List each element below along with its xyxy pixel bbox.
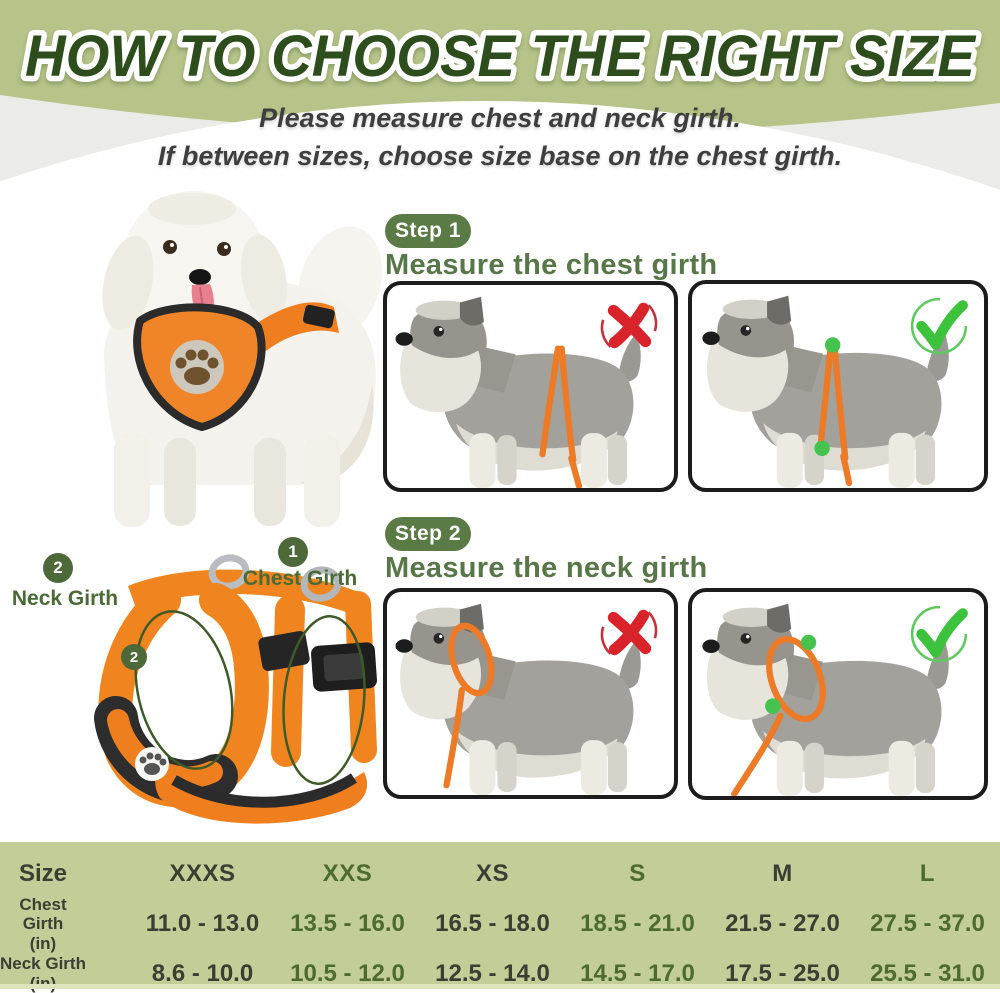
green-band xyxy=(0,0,1000,135)
table-header-size: Size xyxy=(18,859,68,887)
table-row-label-chest: Chest Girth (in) xyxy=(0,895,130,952)
paw-print-icon xyxy=(135,747,169,781)
paw-print-icon xyxy=(170,340,224,394)
measure-point-dot xyxy=(765,698,781,714)
harness-buckle-small xyxy=(258,631,310,671)
row-label-unit: (in) xyxy=(29,933,57,953)
metal-d-ring-icon xyxy=(300,566,342,602)
subtitle-line-1: Please measure chest and neck girth. xyxy=(259,103,741,133)
table-header-xxxs: XXXS xyxy=(169,860,236,887)
measure-point-dot xyxy=(800,634,817,651)
measure-point-dot xyxy=(814,440,830,457)
harness-buckle xyxy=(302,304,335,329)
harness-belly-pad xyxy=(155,770,368,824)
step1-badge: Step 1 xyxy=(385,214,471,248)
row-label-text: Neck Girth xyxy=(0,954,86,974)
neck-value-l: 25.5 - 31.0 xyxy=(870,959,985,987)
row-label-text: Chest Girth xyxy=(19,895,67,934)
green-check-icon xyxy=(910,297,968,355)
neck-value-s: 14.5 - 17.0 xyxy=(580,959,695,987)
subtitle: Please measure chest and neck girth. If … xyxy=(0,99,1000,175)
neck-value-xs: 12.5 - 14.0 xyxy=(435,959,550,987)
step2-wrong-example-card xyxy=(383,588,678,799)
callout-number-chest: 1 xyxy=(278,537,308,567)
step2-correct-example-card xyxy=(688,588,988,800)
step2-heading: Measure the neck girth xyxy=(385,552,708,584)
schnauzer-photo xyxy=(702,295,949,488)
table-header-l: L xyxy=(919,860,936,887)
size-table: Size XXXS XXS XS S M L Chest Girth (in) … xyxy=(0,842,1000,993)
neck-value-xxs: 10.5 - 12.0 xyxy=(290,959,405,987)
schnauzer-photo xyxy=(702,603,949,796)
footer-accent-strip xyxy=(0,984,1000,989)
measuring-tape-waist-wrong xyxy=(539,345,583,488)
subtitle-line-2: If between sizes, choose size base on th… xyxy=(157,141,843,171)
chest-value-l: 27.5 - 37.0 xyxy=(870,910,985,937)
table-header-xs: XS xyxy=(475,860,509,887)
callout-label-chest: Chest Girth xyxy=(242,567,358,590)
page-title: HOW TO CHOOSE THE RIGHT SIZE xyxy=(25,24,977,89)
neck-value-m: 17.5 - 25.0 xyxy=(725,959,840,987)
chest-value-xs: 16.5 - 18.0 xyxy=(435,910,550,937)
step2-badge: Step 2 xyxy=(385,517,471,551)
chest-girth-measure-line xyxy=(282,614,366,786)
chest-value-m: 21.5 - 27.0 xyxy=(725,910,840,937)
chest-value-xxxs: 11.0 - 13.0 xyxy=(145,910,260,937)
measure-point-dot xyxy=(824,337,841,353)
green-check-icon xyxy=(910,605,968,663)
callout-label-neck: Neck Girth xyxy=(11,587,119,610)
metal-d-ring-icon xyxy=(208,554,250,590)
callout-number-neck-point: 2 xyxy=(121,644,147,670)
schnauzer-photo xyxy=(395,296,641,488)
step1-correct-example-card xyxy=(688,280,988,492)
schnauzer-photo xyxy=(395,603,641,795)
table-header-m: M xyxy=(772,860,793,887)
table-header-s: S xyxy=(629,860,646,887)
harness-product-diagram xyxy=(94,554,377,824)
step1-wrong-example-card xyxy=(383,281,678,492)
callout-number-neck: 2 xyxy=(43,553,73,583)
neck-value-xxxs: 8.6 - 10.0 xyxy=(151,959,254,987)
chest-value-s: 18.5 - 21.0 xyxy=(580,910,695,937)
red-x-icon xyxy=(600,609,658,656)
table-header-xxs: XXS xyxy=(322,860,373,887)
neck-girth-measure-line xyxy=(134,610,234,770)
white-dog-wearing-harness-photo xyxy=(102,191,383,527)
chest-value-xxs: 13.5 - 16.0 xyxy=(290,910,405,937)
step1-heading: Measure the chest girth xyxy=(385,249,718,281)
measuring-tape-neck-wrong xyxy=(443,622,495,789)
red-x-icon xyxy=(600,302,658,349)
measuring-tape-neck-correct xyxy=(731,636,826,796)
size-table-band: Size XXXS XXS XS S M L Chest Girth (in) … xyxy=(0,842,1000,993)
